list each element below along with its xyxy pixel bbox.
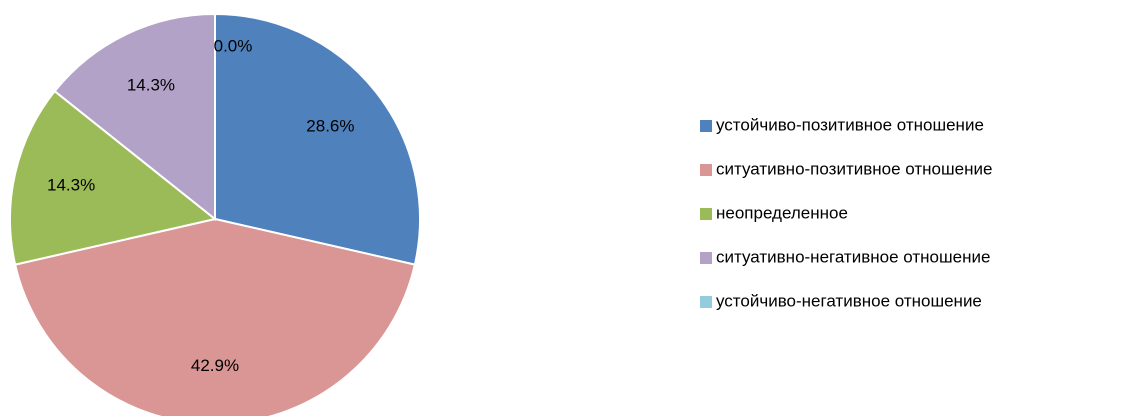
pie-slice <box>9 89 218 266</box>
data-label: 14.3% <box>47 176 95 195</box>
legend-swatch <box>700 296 712 308</box>
legend-label: устойчиво-негативное отношение <box>716 291 982 310</box>
data-label: 0.0% <box>214 36 253 55</box>
pie-slice <box>13 217 417 416</box>
legend-label: ситуативно-негативное отношение <box>716 247 990 266</box>
data-label: 28.6% <box>306 116 354 135</box>
legend-label: устойчиво-позитивное отношение <box>716 115 984 134</box>
legend-label: ситуативно-позитивное отношение <box>716 159 992 178</box>
data-label: 14.3% <box>127 76 175 95</box>
legend-swatch <box>700 252 712 264</box>
legend-swatch <box>700 208 712 220</box>
legend-label: неопределенное <box>716 203 848 222</box>
legend-swatch <box>700 120 712 132</box>
data-label: 42.9% <box>191 356 239 375</box>
pie-slice <box>214 12 421 266</box>
pie-slice <box>53 12 216 222</box>
legend-swatch <box>700 164 712 176</box>
